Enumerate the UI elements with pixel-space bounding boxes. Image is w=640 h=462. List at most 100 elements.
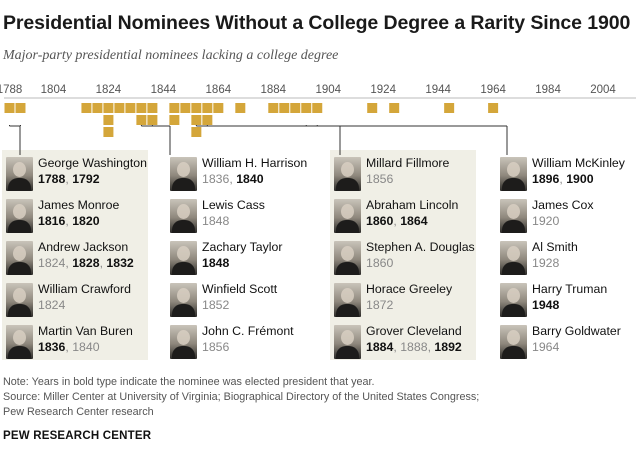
nominee-years: 1928: [532, 256, 559, 270]
nominee-name: Barry Goldwater: [532, 324, 621, 338]
marker-1848: [169, 115, 180, 125]
nominee-years: 1816, 1820: [38, 214, 100, 228]
portrait-image: [170, 283, 197, 317]
nominee-name: James Cox: [532, 198, 594, 212]
marker-1888: [279, 103, 290, 113]
marker-1964: [488, 103, 499, 113]
year-won: 1892: [434, 340, 462, 354]
nominee-years: 1860: [366, 256, 393, 270]
year-lost: 1860: [366, 256, 394, 270]
nominee-years: 1920: [532, 214, 559, 228]
year-won: 1896: [532, 172, 560, 186]
portrait-image: [500, 157, 527, 191]
marker-1840: [147, 103, 158, 113]
portrait-image: [500, 199, 527, 233]
tick-label-1864: 1864: [206, 84, 232, 96]
year-lost: 1872: [366, 298, 394, 312]
portrait-image: [6, 325, 33, 359]
year-lost: 1840: [72, 340, 100, 354]
brand-logo-text: PEW RESEARCH CENTER: [3, 430, 152, 442]
nominee-column: William H. Harrison 1836, 1840 Lewis Cass 1…: [166, 150, 312, 360]
nominee-column: George Washington 1788, 1792 James Monroe 1…: [2, 150, 148, 360]
nominee-name: Al Smith: [532, 240, 578, 254]
year-lost: 1888: [400, 340, 428, 354]
year-won: 1948: [532, 298, 560, 312]
nominee-column: William McKinley 1896, 1900 James Cox 1920 A…: [496, 150, 640, 360]
year-lost: 1852: [202, 298, 230, 312]
marker-1824: [103, 115, 114, 125]
tick-label-1924: 1924: [370, 84, 396, 96]
nominee-card: John C. Frémont 1856: [170, 323, 312, 363]
nominee-card: Abraham Lincoln 1860, 1864: [334, 197, 476, 237]
nominee-card: Andrew Jackson 1824, 1828, 1832: [6, 239, 148, 279]
marker-1856: [191, 103, 202, 113]
nominee-years: 1856: [202, 340, 229, 354]
nominee-years: 1872: [366, 298, 393, 312]
nominee-years: 1848: [202, 256, 229, 270]
year-lost: 1928: [532, 256, 560, 270]
nominee-name: Millard Fillmore: [366, 156, 450, 170]
tick-label-1964: 1964: [480, 84, 506, 96]
year-lost: 1824: [38, 298, 66, 312]
nominee-card: James Cox 1920: [500, 197, 640, 237]
nominee-card: William H. Harrison 1836, 1840: [170, 155, 312, 195]
nominee-years: 1824: [38, 298, 65, 312]
tick-label-1944: 1944: [425, 84, 451, 96]
portrait-image: [170, 325, 197, 359]
marker-1892: [290, 103, 301, 113]
year-lost: 1964: [532, 340, 560, 354]
marker-1820: [92, 103, 103, 113]
portrait-image: [334, 157, 361, 191]
tick-label-1844: 1844: [151, 84, 177, 96]
marker-1856: [191, 127, 202, 137]
year-won: 1900: [566, 172, 594, 186]
year-lost: 1856: [202, 340, 230, 354]
nominee-name: James Monroe: [38, 198, 120, 212]
portrait-image: [334, 241, 361, 275]
nominee-name: Abraham Lincoln: [366, 198, 459, 212]
marker-1824: [103, 103, 114, 113]
nominee-years: 1836, 1840: [202, 172, 264, 186]
note-source: Source: Miller Center at University of V…: [3, 391, 480, 403]
marker-1788: [4, 103, 15, 113]
nominee-name: William Crawford: [38, 282, 131, 296]
tick-label-1824: 1824: [96, 84, 122, 96]
nominee-card: Barry Goldwater 1964: [500, 323, 640, 363]
tick-label-1788: 1788: [0, 84, 22, 96]
marker-1792: [15, 103, 26, 113]
portrait-image: [334, 199, 361, 233]
nominee-years: 1948: [532, 298, 559, 312]
year-lost: 1824: [38, 256, 66, 270]
nominee-years: 1860, 1864: [366, 214, 428, 228]
marker-1836: [136, 115, 147, 125]
year-won: 1820: [72, 214, 100, 228]
marker-1948: [444, 103, 455, 113]
portrait-image: [334, 325, 361, 359]
nominee-name: Zachary Taylor: [202, 240, 283, 254]
marker-1832: [125, 103, 136, 113]
marker-1840: [147, 115, 158, 125]
tick-label-1904: 1904: [315, 84, 341, 96]
portrait-image: [6, 241, 33, 275]
nominee-years: 1848: [202, 214, 229, 228]
nominee-card: Millard Fillmore 1856: [334, 155, 476, 195]
portrait-image: [500, 325, 527, 359]
nominee-name: Martin Van Buren: [38, 324, 133, 338]
nominee-name: Harry Truman: [532, 282, 608, 296]
chart-title: Presidential Nominees Without a College …: [3, 12, 631, 34]
year-won: 1864: [400, 214, 428, 228]
nominee-card: James Monroe 1816, 1820: [6, 197, 148, 237]
marker-1856: [191, 115, 202, 125]
marker-1860: [202, 103, 213, 113]
nominee-card: Lewis Cass 1848: [170, 197, 312, 237]
tick-label-1884: 1884: [260, 84, 286, 96]
year-lost: 1836: [202, 172, 230, 186]
marker-1896: [301, 103, 312, 113]
portrait-image: [170, 241, 197, 275]
nominee-years: 1856: [366, 172, 393, 186]
year-won: 1816: [38, 214, 66, 228]
nominee-card: William Crawford 1824: [6, 281, 148, 321]
marker-1852: [180, 103, 191, 113]
year-won: 1848: [202, 256, 230, 270]
nominee-card: Martin Van Buren 1836, 1840: [6, 323, 148, 363]
